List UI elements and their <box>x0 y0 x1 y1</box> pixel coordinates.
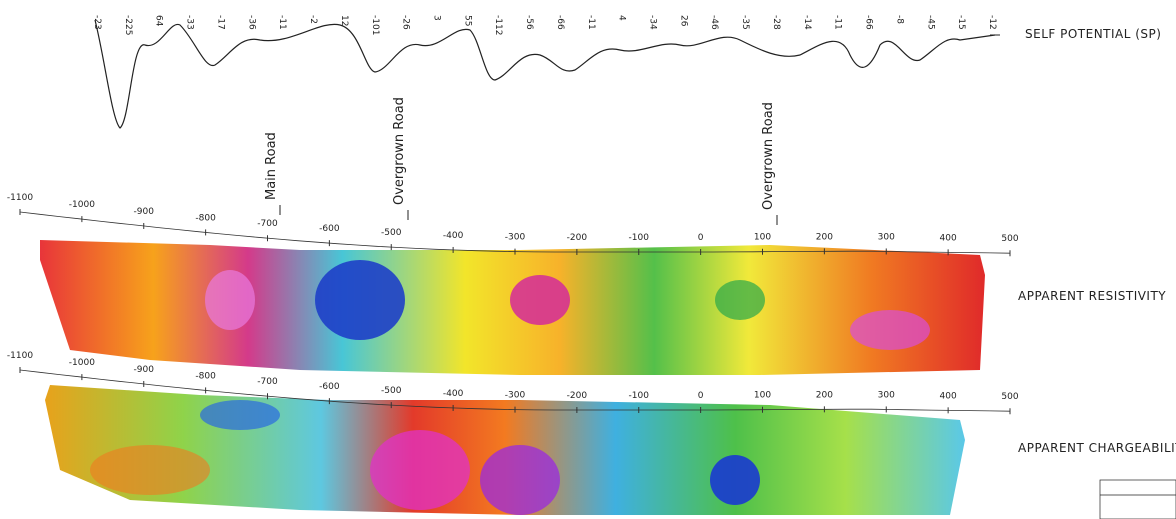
sp-value: -66 <box>555 15 565 30</box>
sp-value: -36 <box>246 15 256 30</box>
sp-value: -14 <box>802 15 812 30</box>
sp-value: -8 <box>894 15 904 24</box>
axis-tick-label: 500 <box>1001 392 1018 402</box>
axis-tick-label: 100 <box>754 391 771 401</box>
axis-tick-label: -600 <box>319 224 340 234</box>
blob <box>315 260 405 340</box>
sp-value: -225 <box>123 15 133 35</box>
axis-tick-label: -100 <box>629 233 650 243</box>
sp-value: -11 <box>277 15 287 30</box>
axis-tick-label: -1100 <box>7 351 33 361</box>
blob <box>205 270 255 330</box>
sp-value: -33 <box>185 15 195 30</box>
axis-tick-label: -400 <box>443 231 464 241</box>
axis-tick-label: 100 <box>754 233 771 243</box>
sp-value: -101 <box>370 15 380 35</box>
axis-tick-label: -900 <box>134 365 155 375</box>
sp-value: -12 <box>987 15 997 30</box>
sp-value: -35 <box>740 15 750 30</box>
sp-value: -46 <box>709 15 719 30</box>
sp-value: 12 <box>339 15 349 26</box>
sp-value: -11 <box>833 15 843 30</box>
axis-tick-label: 200 <box>816 390 833 400</box>
blob <box>510 275 570 325</box>
axis-tick-label: -700 <box>257 377 278 387</box>
sp-value: -2 <box>308 15 318 24</box>
sp-value: -45 <box>925 15 935 30</box>
axis-tick-label: -600 <box>319 382 340 392</box>
sp-value: -17 <box>215 15 225 30</box>
sp-value: 64 <box>154 15 164 27</box>
sp-value: 3 <box>431 15 441 21</box>
sp-value: -28 <box>771 15 781 30</box>
axis-tick-label: -400 <box>443 389 464 399</box>
blob <box>710 455 760 505</box>
blob <box>200 400 280 430</box>
blob <box>715 280 765 320</box>
sp-value: -112 <box>493 15 503 35</box>
sp-value: 55 <box>462 15 472 26</box>
road-annotation: Overgrown Road <box>761 102 776 210</box>
axis-tick-label: -1000 <box>69 200 95 210</box>
axis-tick-label: 300 <box>878 390 895 400</box>
sp-value: -23 <box>92 15 102 30</box>
axis-tick-label: 0 <box>698 391 704 401</box>
axis-tick-label: -800 <box>195 371 216 381</box>
axis-tick-label: -800 <box>195 213 216 223</box>
sp-value: -11 <box>586 15 596 30</box>
blob <box>90 445 210 495</box>
axis-tick-label: 400 <box>940 391 957 401</box>
axis-tick-label: -200 <box>567 233 588 243</box>
section-label: APPARENT CHARGEABILITY <box>1018 441 1176 455</box>
axis-tick-label: -300 <box>505 233 526 243</box>
sp-value: -15 <box>956 15 966 30</box>
sp-curve <box>94 19 996 129</box>
sp-value: -26 <box>401 15 411 30</box>
axis-tick-label: 0 <box>698 233 704 243</box>
blob <box>370 430 470 510</box>
axis-tick-label: -500 <box>381 228 402 238</box>
axis-tick-label: 400 <box>940 233 957 243</box>
axis-tick-label: -900 <box>134 207 155 217</box>
sp-label: SELF POTENTIAL (SP) <box>1025 27 1161 41</box>
sp-value: -56 <box>524 15 534 30</box>
axis-tick-label: -700 <box>257 219 278 229</box>
legend-box <box>1099 479 1176 519</box>
axis-tick-label: 500 <box>1001 234 1018 244</box>
road-annotation: Overgrown Road <box>392 97 407 205</box>
blob <box>480 445 560 515</box>
sp-value: 26 <box>678 15 688 27</box>
sp-value: 4 <box>617 15 627 21</box>
axis-tick-label: -1000 <box>69 358 95 368</box>
axis-tick-label: -100 <box>629 391 650 401</box>
axis-tick-label: -500 <box>381 386 402 396</box>
road-annotation: Main Road <box>264 132 279 200</box>
axis-tick-label: 300 <box>878 232 895 242</box>
sp-value: -66 <box>864 15 874 30</box>
axis-tick-label: -200 <box>567 391 588 401</box>
axis-tick-label: -300 <box>505 391 526 401</box>
sp-value: -34 <box>648 15 658 30</box>
blob <box>850 310 930 350</box>
axis-tick-label: -1100 <box>7 193 33 203</box>
axis-tick-label: 200 <box>816 232 833 242</box>
section-label: APPARENT RESISTIVITY <box>1018 289 1166 303</box>
